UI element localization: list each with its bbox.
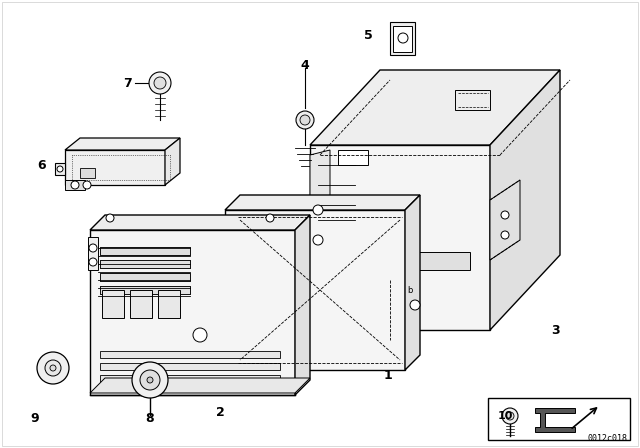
Polygon shape [65, 138, 180, 150]
Bar [100, 273, 190, 281]
Polygon shape [88, 237, 98, 270]
Bar [158, 290, 180, 318]
Polygon shape [90, 215, 310, 230]
Polygon shape [90, 378, 310, 393]
Circle shape [300, 115, 310, 125]
Bar [100, 375, 280, 382]
Bar [393, 26, 412, 52]
Text: 4: 4 [301, 59, 309, 72]
Polygon shape [455, 90, 490, 110]
Polygon shape [310, 70, 560, 145]
Polygon shape [310, 150, 330, 330]
Polygon shape [225, 195, 420, 210]
Text: 5: 5 [364, 29, 372, 42]
Circle shape [83, 181, 91, 189]
Circle shape [37, 352, 69, 384]
Circle shape [57, 166, 63, 172]
Polygon shape [225, 210, 405, 370]
Circle shape [154, 77, 166, 89]
Circle shape [147, 377, 153, 383]
Bar [100, 286, 190, 294]
Circle shape [89, 244, 97, 252]
Circle shape [266, 214, 274, 222]
Bar [102, 290, 124, 318]
Bar [100, 247, 190, 255]
Polygon shape [295, 215, 310, 395]
Circle shape [89, 258, 97, 266]
Circle shape [410, 300, 420, 310]
Text: 3: 3 [550, 323, 559, 336]
Polygon shape [490, 70, 560, 330]
Text: 0012c018: 0012c018 [588, 434, 628, 443]
Text: 6: 6 [38, 159, 46, 172]
Bar [100, 260, 190, 268]
Circle shape [313, 235, 323, 245]
Polygon shape [535, 408, 575, 432]
Circle shape [132, 362, 168, 398]
Bar [488, 398, 630, 440]
Circle shape [71, 181, 79, 189]
Circle shape [149, 72, 171, 94]
Bar [80, 168, 95, 178]
Bar [100, 273, 190, 281]
Circle shape [193, 328, 207, 342]
Circle shape [506, 412, 514, 420]
Text: b: b [407, 285, 413, 294]
Polygon shape [310, 145, 490, 330]
Text: 8: 8 [146, 412, 154, 425]
Circle shape [502, 408, 518, 424]
Circle shape [106, 214, 114, 222]
Circle shape [50, 365, 56, 371]
Bar [330, 252, 470, 270]
Bar [130, 290, 152, 318]
Polygon shape [165, 138, 180, 185]
Text: 7: 7 [124, 77, 132, 90]
Text: 9: 9 [31, 412, 39, 425]
Circle shape [140, 370, 160, 390]
Polygon shape [405, 195, 420, 370]
Text: 10: 10 [498, 411, 513, 421]
Polygon shape [90, 230, 295, 395]
Bar [100, 351, 280, 358]
Circle shape [45, 360, 61, 376]
Bar [100, 363, 280, 370]
Circle shape [501, 231, 509, 239]
Circle shape [501, 211, 509, 219]
Text: 1: 1 [383, 369, 392, 382]
Circle shape [296, 111, 314, 129]
Bar [100, 247, 190, 255]
Bar [338, 150, 368, 165]
Circle shape [313, 205, 323, 215]
Polygon shape [65, 150, 165, 185]
Polygon shape [55, 163, 65, 175]
Polygon shape [490, 180, 520, 260]
Text: 2: 2 [216, 405, 225, 418]
Text: 2: 2 [198, 332, 202, 338]
Circle shape [398, 33, 408, 43]
Polygon shape [390, 22, 415, 55]
Polygon shape [65, 180, 85, 190]
Bar [100, 260, 190, 268]
Bar [100, 286, 190, 294]
